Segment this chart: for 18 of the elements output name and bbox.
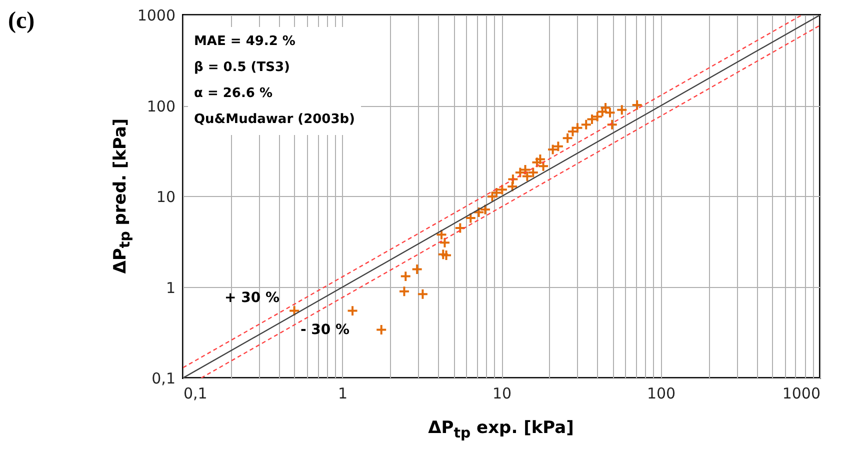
text: (c) [8,8,35,35]
y-tick-label: 100 [146,97,176,116]
annotation: + 30 % [224,290,280,306]
annotation: MAE = 49.2 % [194,33,296,51]
annotation: β = 0.5 (TS3) [194,59,291,77]
x-tick-label: 1000 [782,384,820,402]
x-tick-label: 1 [338,384,348,402]
y-tick-label: 0,1 [152,370,176,388]
annotation: - 30 % [300,322,350,338]
x-tick-label: 100 [646,384,676,402]
y-tick-label: 10 [156,188,176,206]
x-tick-label: 10 [492,384,512,402]
y-tick-label: 1 [166,278,176,297]
x-tick-label: 0,1 [184,384,208,402]
y-tick-label: 1000 [137,6,176,24]
annotation: α = 26.6 % [194,85,274,103]
annotation: Qu&Mudawar (2003b) [194,111,356,129]
x-axis-title: ΔP$_{tp}$ exp. [kPa] [428,418,574,442]
